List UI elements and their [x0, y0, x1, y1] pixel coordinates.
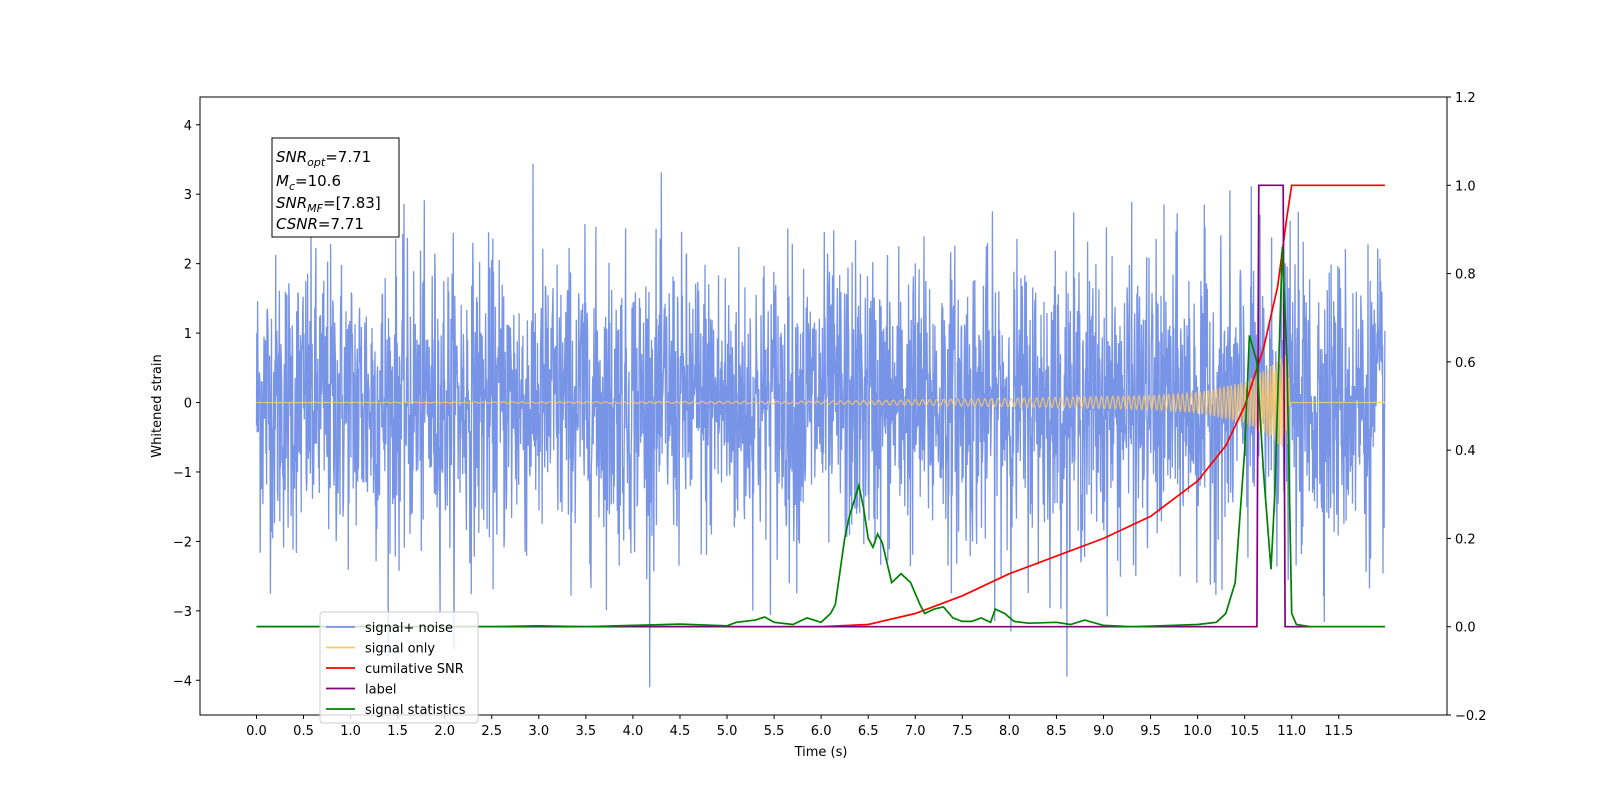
x-tick-label: 4.0	[623, 724, 644, 739]
x-tick-label: 8.5	[1046, 724, 1067, 739]
series-signal-only	[256, 354, 1385, 447]
y2-tick-label: −0.2	[1455, 709, 1487, 724]
x-tick-label: 7.5	[952, 724, 973, 739]
info-box: SNRopt=7.71 Mc=10.6 SNRMF=[7.83] CSNR=7.…	[271, 137, 400, 238]
info-snr-opt: SNRopt=7.71	[276, 148, 371, 169]
x-tick-label: 0.5	[293, 724, 314, 739]
x-tick-label: 7.0	[905, 724, 926, 739]
y-tick-label: 0	[184, 397, 192, 412]
legend: signal+ noise signal only cumilative SNR la…	[319, 611, 479, 724]
x-tick-label: 4.5	[670, 724, 691, 739]
info-csnr: CSNR=7.71	[276, 215, 364, 233]
info-snr-mf: SNRMF=[7.83]	[276, 194, 381, 215]
legend-entry: cumilative SNR	[365, 662, 464, 677]
x-tick-label: 8.0	[999, 724, 1020, 739]
legend-entry: label	[365, 683, 396, 698]
x-tick-label: 3.5	[576, 724, 597, 739]
y2-tick-label: 1.2	[1455, 91, 1476, 106]
y2-tick-label: 0.2	[1455, 532, 1476, 547]
plot-area	[255, 163, 1386, 688]
x-tick-label: 5.5	[764, 724, 785, 739]
x-tick-label: 3.0	[528, 724, 549, 739]
series-signal-noise	[255, 163, 1386, 688]
y-tick-label: −4	[173, 674, 192, 689]
x-tick-label: 10.5	[1230, 724, 1259, 739]
x-tick-label: 6.5	[858, 724, 879, 739]
y-tick-label: 3	[184, 188, 192, 203]
y-tick-label: 1	[184, 327, 192, 342]
y2-tick-label: 0.6	[1455, 356, 1476, 371]
x-axis-ticks: 0.0 0.5 1.0 1.5 2.0 2.5 3.0 3.5 4.0 4.5 5.0 5.5 6.0 6…	[246, 715, 1353, 739]
y2-tick-label: 0.8	[1455, 268, 1476, 283]
y-tick-label: −3	[173, 605, 192, 620]
x-tick-label: 1.5	[387, 724, 408, 739]
series-cumulative-snr	[256, 184, 1385, 628]
legend-entry: signal+ noise	[365, 621, 453, 636]
y-tick-label: 2	[184, 258, 192, 273]
series-label	[256, 184, 1385, 628]
y-axis-ticks: 4 3 2 1 0 −1 −2 −3 −4	[173, 119, 200, 689]
legend-entry: signal only	[365, 642, 435, 657]
axes-frame	[199, 96, 1448, 716]
y-tick-label: −1	[173, 466, 192, 481]
x-tick-label: 11.0	[1277, 724, 1306, 739]
y-axis-label: Whitened strain	[150, 354, 165, 457]
x-tick-label: 11.5	[1324, 724, 1353, 739]
x-tick-label: 2.0	[434, 724, 455, 739]
x-axis-label: Time (s)	[794, 745, 848, 760]
info-mc: Mc=10.6	[276, 172, 341, 193]
y2-axis-ticks: 1.2 1.0 0.8 0.6 0.4 0.2 0.0 −0.2	[1447, 91, 1487, 724]
x-tick-label: 2.5	[481, 724, 502, 739]
x-tick-label: 6.0	[811, 724, 832, 739]
x-tick-label: 9.0	[1093, 724, 1114, 739]
y-tick-label: 4	[184, 119, 192, 134]
x-tick-label: 1.0	[340, 724, 361, 739]
x-tick-label: 5.0	[717, 724, 738, 739]
x-tick-label: 10.0	[1183, 724, 1212, 739]
x-tick-label: 9.5	[1140, 724, 1161, 739]
legend-entry: signal statistics	[365, 703, 466, 718]
x-tick-label: 0.0	[246, 724, 267, 739]
series-signal-statistics	[256, 247, 1385, 628]
y2-tick-label: 0.0	[1455, 621, 1476, 636]
y2-tick-label: 0.4	[1455, 444, 1476, 459]
y2-tick-label: 1.0	[1455, 179, 1476, 194]
y-tick-label: −2	[173, 535, 192, 550]
